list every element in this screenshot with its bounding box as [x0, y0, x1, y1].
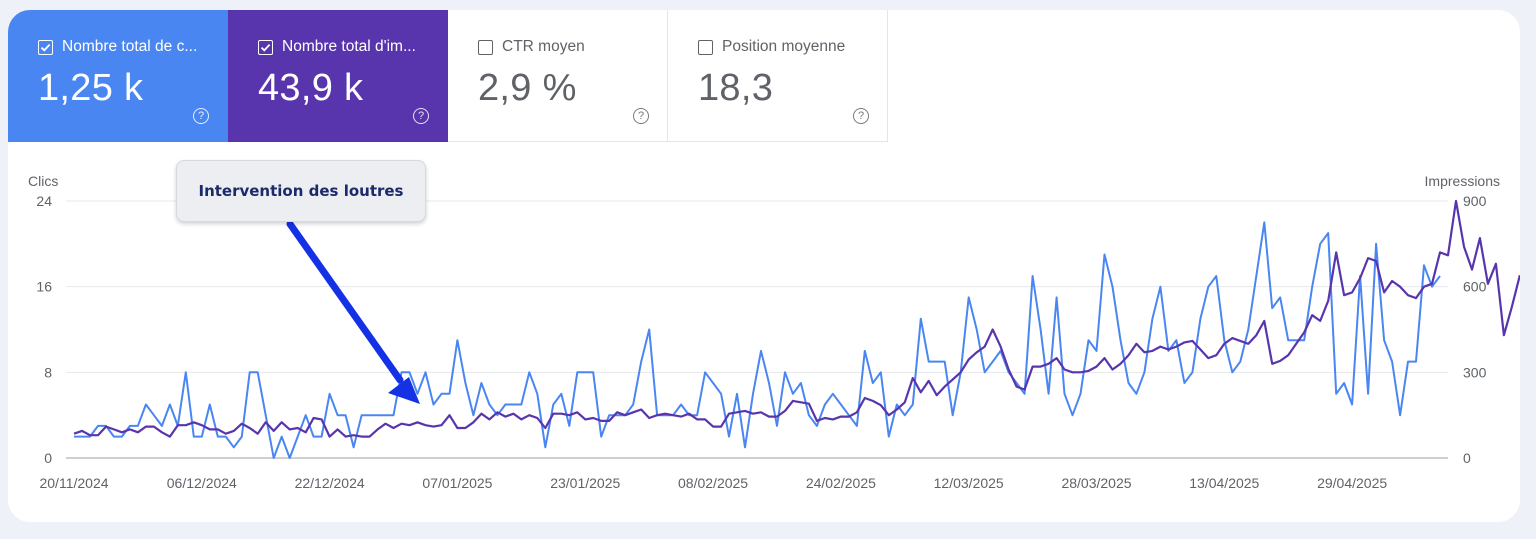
left-axis-title: Clics	[28, 173, 58, 189]
annotation-arrow-head	[388, 377, 420, 404]
left-tick-label: 16	[36, 279, 52, 295]
x-tick-label: 28/03/2025	[1061, 475, 1131, 491]
x-tick-label: 29/04/2025	[1317, 475, 1387, 491]
x-tick-label: 13/04/2025	[1189, 475, 1259, 491]
checkbox-unchecked-icon[interactable]	[478, 39, 493, 55]
x-tick-label: 22/12/2024	[295, 475, 365, 491]
metric-value-clicks: 1,25 k	[38, 67, 144, 109]
right-tick-label: 900	[1463, 193, 1487, 209]
performance-card: Nombre total de c... 1,25 k ? Nombre tot…	[8, 10, 1520, 522]
metric-value-position: 18,3	[698, 67, 774, 109]
right-tick-label: 0	[1463, 450, 1471, 466]
x-tick-label: 20/11/2024	[39, 475, 108, 491]
metric-label-ctr: CTR moyen	[502, 38, 585, 55]
right-axis-title: Impressions	[1425, 173, 1500, 189]
metric-tile-ctr[interactable]: CTR moyen 2,9 % ?	[448, 10, 668, 142]
annotation-arrow-shaft	[286, 220, 404, 384]
right-tick-label: 600	[1463, 279, 1487, 295]
metric-value-impressions: 43,9 k	[258, 67, 364, 109]
checkbox-checked-icon[interactable]	[258, 39, 273, 55]
x-tick-label: 12/03/2025	[934, 475, 1004, 491]
performance-chart: Clics Impressions 24 900 16 600 8 300 0 0 20/11/20…	[28, 173, 1520, 491]
checkbox-unchecked-icon[interactable]	[698, 39, 713, 55]
metric-label-impressions: Nombre total d'im...	[282, 38, 416, 55]
metric-tile-position[interactable]: Position moyenne 18,3 ?	[668, 10, 888, 142]
x-tick-label: 06/12/2024	[167, 475, 237, 491]
help-icon[interactable]: ?	[853, 108, 869, 124]
help-icon[interactable]: ?	[193, 108, 209, 124]
metric-label-position: Position moyenne	[722, 38, 846, 55]
x-tick-label: 08/02/2025	[678, 475, 748, 491]
right-tick-label: 300	[1463, 364, 1487, 380]
left-tick-label: 0	[44, 450, 52, 466]
metric-value-ctr: 2,9 %	[478, 67, 577, 109]
left-tick-label: 8	[44, 364, 52, 380]
metric-tile-impressions[interactable]: Nombre total d'im... 43,9 k ?	[228, 10, 448, 142]
help-icon[interactable]: ?	[633, 108, 649, 124]
annotation-callout: Intervention des loutres	[176, 160, 426, 222]
clicks-series-line	[74, 221, 1441, 459]
left-tick-label: 24	[36, 193, 52, 209]
help-icon[interactable]: ?	[413, 108, 429, 124]
impressions-series-line	[73, 199, 1520, 438]
metric-tile-clicks[interactable]: Nombre total de c... 1,25 k ?	[8, 10, 228, 142]
checkbox-checked-icon[interactable]	[38, 39, 53, 55]
x-tick-label: 07/01/2025	[422, 475, 492, 491]
x-tick-label: 24/02/2025	[806, 475, 876, 491]
x-tick-label: 23/01/2025	[550, 475, 620, 491]
metric-label-clicks: Nombre total de c...	[62, 38, 198, 55]
